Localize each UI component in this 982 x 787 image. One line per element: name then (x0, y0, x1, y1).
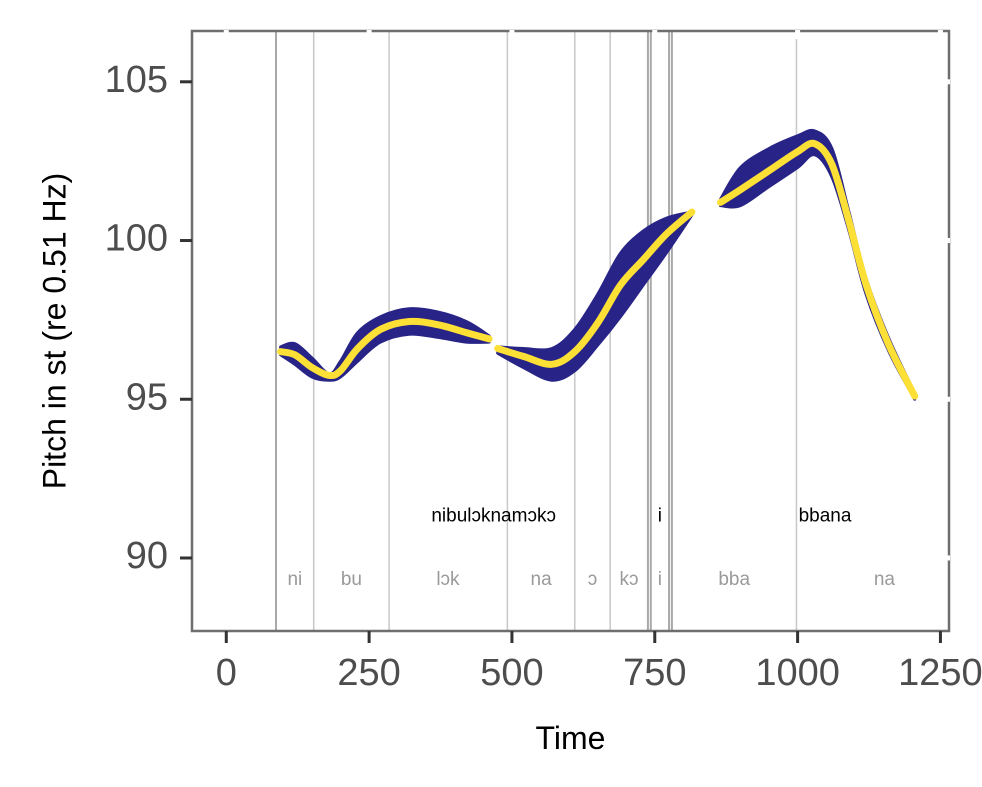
x-tick-label: 0 (216, 652, 237, 694)
syllable-label: i (658, 569, 662, 590)
x-tick-label: 750 (623, 652, 686, 694)
y-tick-label: 105 (105, 59, 168, 101)
word-label: i (658, 506, 662, 527)
syllable-label: ɔ (588, 569, 598, 590)
x-axis: 0 250 500 750 1000 1250 (216, 30, 982, 694)
word-label: nibulɔknamɔkɔ (431, 506, 556, 527)
syllable-label: na (531, 569, 553, 590)
pitch-contour-line (277, 317, 493, 380)
y-tick-label: 90 (126, 535, 168, 577)
syllable-label: bu (341, 569, 362, 590)
pitch-contour-line (717, 139, 919, 400)
syllable-label: ni (287, 569, 302, 590)
pitch-contour-line (494, 208, 696, 368)
x-tick-label: 1000 (755, 652, 840, 694)
y-axis: 90 95 100 105 (105, 59, 950, 577)
pitch-contour-lines (277, 139, 919, 400)
word-label: bbana (799, 506, 852, 527)
x-tick-label: 500 (480, 652, 543, 694)
plot-frame (190, 29, 951, 633)
y-tick-label: 100 (105, 218, 168, 260)
x-tick-label: 1250 (898, 652, 982, 694)
x-tick-label: 250 (337, 652, 400, 694)
y-tick-label: 95 (126, 376, 168, 418)
syllable-label: bba (718, 569, 750, 590)
syllable-label: kɔ (620, 569, 639, 590)
syllable-label: lɔk (436, 569, 460, 590)
syllable-label: na (874, 569, 896, 590)
y-axis-title: Pitch in st (re 0.51 Hz) (36, 173, 72, 490)
x-axis-title: Time (536, 720, 606, 756)
